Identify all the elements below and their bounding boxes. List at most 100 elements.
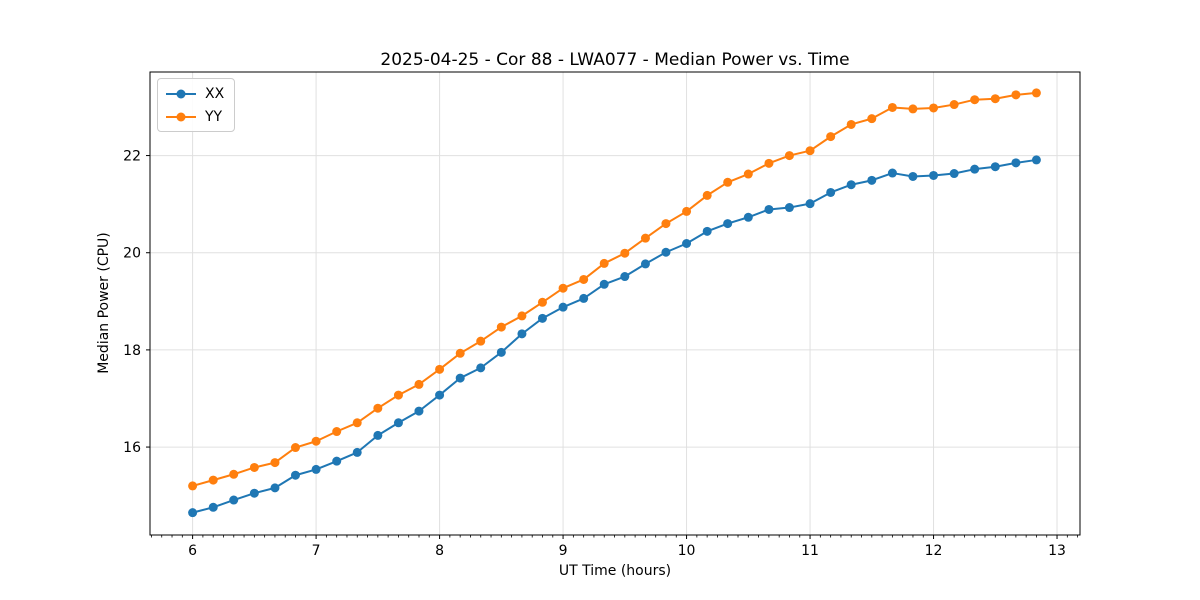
series-marker-xx bbox=[537, 313, 547, 323]
legend-label-xx: XX bbox=[205, 85, 225, 102]
axes-frame bbox=[149, 71, 1081, 536]
series-marker-yy bbox=[1011, 90, 1021, 100]
series-marker-yy bbox=[229, 469, 239, 479]
x-tick-label: 10 bbox=[678, 543, 696, 559]
series-marker-yy bbox=[188, 481, 198, 491]
series-marker-yy bbox=[208, 475, 218, 485]
series-marker-yy bbox=[846, 119, 856, 129]
series-marker-xx bbox=[764, 204, 774, 214]
series-marker-yy bbox=[414, 379, 424, 389]
series-marker-xx bbox=[496, 347, 506, 357]
series-marker-yy bbox=[949, 100, 959, 110]
chart-title: 2025-04-25 - Cor 88 - LWA077 - Median Po… bbox=[380, 50, 850, 70]
series-marker-yy bbox=[743, 169, 753, 179]
series-marker-yy bbox=[311, 436, 321, 446]
series-marker-yy bbox=[661, 219, 671, 229]
series-marker-yy bbox=[537, 297, 547, 307]
series-marker-yy bbox=[867, 114, 877, 124]
series-marker-xx bbox=[393, 418, 403, 428]
series-marker-yy bbox=[435, 364, 445, 374]
legend-swatch-yy-icon bbox=[166, 112, 196, 121]
series-marker-yy bbox=[393, 390, 403, 400]
legend-label-yy: YY bbox=[205, 108, 223, 125]
series-marker-yy bbox=[723, 177, 733, 187]
x-tick-label: 9 bbox=[559, 543, 568, 559]
series-marker-xx bbox=[990, 162, 1000, 172]
series-marker-yy bbox=[784, 151, 794, 161]
series-marker-xx bbox=[784, 203, 794, 213]
series-marker-xx bbox=[435, 390, 445, 400]
series-marker-xx bbox=[311, 464, 321, 474]
series-marker-xx bbox=[188, 508, 198, 518]
x-tick-label: 8 bbox=[435, 543, 444, 559]
series-marker-yy bbox=[826, 132, 836, 142]
series-marker-yy bbox=[682, 206, 692, 216]
series-marker-xx bbox=[332, 456, 342, 466]
series-marker-xx bbox=[290, 470, 300, 480]
series-marker-yy bbox=[455, 348, 465, 358]
series-marker-xx bbox=[599, 279, 609, 289]
legend: XX YY bbox=[157, 78, 236, 132]
series-marker-xx bbox=[743, 212, 753, 222]
series-marker-yy bbox=[599, 258, 609, 268]
series-marker-xx bbox=[723, 219, 733, 229]
series-marker-xx bbox=[702, 226, 712, 236]
series-marker-yy bbox=[496, 322, 506, 332]
series-marker-xx bbox=[826, 187, 836, 197]
series-marker-xx bbox=[270, 483, 280, 493]
series-marker-yy bbox=[290, 443, 300, 453]
series-marker-xx bbox=[970, 164, 980, 174]
series-marker-yy bbox=[970, 95, 980, 105]
series-marker-xx bbox=[414, 406, 424, 416]
series-marker-yy bbox=[908, 104, 918, 114]
series-marker-yy bbox=[558, 283, 568, 293]
series-marker-xx bbox=[661, 247, 671, 257]
series-marker-xx bbox=[908, 171, 918, 181]
series-marker-yy bbox=[373, 403, 383, 413]
legend-item-xx: XX bbox=[165, 84, 224, 103]
series-marker-xx bbox=[373, 430, 383, 440]
series-line-xx bbox=[192, 158, 1037, 514]
series-marker-yy bbox=[476, 336, 486, 346]
series-marker-xx bbox=[517, 329, 527, 339]
series-marker-yy bbox=[702, 190, 712, 200]
series-marker-yy bbox=[249, 462, 259, 472]
series-marker-xx bbox=[558, 302, 568, 312]
series-marker-xx bbox=[867, 175, 877, 185]
series-marker-yy bbox=[517, 311, 527, 321]
series-marker-yy bbox=[990, 94, 1000, 104]
legend-swatch-xx-icon bbox=[166, 89, 196, 98]
y-tick-label: 20 bbox=[123, 246, 141, 262]
series-marker-xx bbox=[805, 199, 815, 209]
series-marker-xx bbox=[640, 259, 650, 269]
series-marker-yy bbox=[620, 248, 630, 258]
series-marker-xx bbox=[249, 488, 259, 498]
series-marker-yy bbox=[640, 233, 650, 243]
series-marker-xx bbox=[476, 363, 486, 373]
series-marker-xx bbox=[620, 272, 630, 282]
x-tick-label: 13 bbox=[1048, 543, 1066, 559]
x-tick-label: 11 bbox=[801, 543, 819, 559]
series-marker-yy bbox=[332, 427, 342, 437]
x-tick-label: 6 bbox=[188, 543, 197, 559]
x-tick-label: 7 bbox=[312, 543, 321, 559]
series-marker-xx bbox=[579, 293, 589, 303]
series-marker-xx bbox=[1011, 158, 1021, 168]
series-marker-yy bbox=[579, 274, 589, 284]
series-marker-yy bbox=[929, 103, 939, 113]
series-marker-xx bbox=[1031, 155, 1041, 165]
series-marker-xx bbox=[929, 170, 939, 180]
y-tick-label: 22 bbox=[123, 149, 141, 165]
series-marker-xx bbox=[455, 373, 465, 383]
x-axis-label: UT Time (hours) bbox=[558, 563, 672, 579]
series-marker-yy bbox=[352, 418, 362, 428]
series-marker-xx bbox=[846, 180, 856, 190]
series-marker-xx bbox=[887, 168, 897, 178]
series-marker-yy bbox=[764, 158, 774, 168]
series-marker-xx bbox=[229, 495, 239, 505]
y-axis-label: Median Power (CPU) bbox=[96, 232, 112, 374]
series-line-yy bbox=[192, 91, 1037, 487]
x-tick-label: 12 bbox=[925, 543, 943, 559]
